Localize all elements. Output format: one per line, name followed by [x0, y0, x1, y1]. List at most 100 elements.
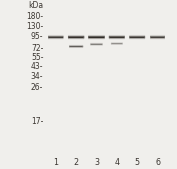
FancyBboxPatch shape	[88, 37, 105, 38]
FancyBboxPatch shape	[109, 35, 125, 36]
FancyBboxPatch shape	[129, 38, 145, 39]
Bar	[91, 44, 102, 45]
Text: 34-: 34-	[31, 72, 43, 81]
FancyBboxPatch shape	[129, 36, 145, 37]
FancyBboxPatch shape	[129, 35, 145, 36]
FancyBboxPatch shape	[109, 38, 125, 39]
FancyBboxPatch shape	[111, 44, 123, 45]
FancyBboxPatch shape	[150, 38, 165, 39]
Text: 2: 2	[74, 158, 79, 167]
FancyBboxPatch shape	[150, 36, 165, 37]
Text: 43-: 43-	[31, 62, 43, 71]
FancyBboxPatch shape	[69, 45, 83, 46]
FancyBboxPatch shape	[150, 37, 165, 38]
Text: 26-: 26-	[31, 82, 43, 92]
Bar	[110, 37, 124, 38]
FancyBboxPatch shape	[150, 37, 165, 38]
Bar	[151, 37, 164, 38]
FancyBboxPatch shape	[109, 36, 125, 37]
FancyBboxPatch shape	[48, 38, 64, 39]
Text: 180-: 180-	[26, 11, 43, 21]
FancyBboxPatch shape	[129, 37, 145, 38]
FancyBboxPatch shape	[69, 47, 83, 48]
FancyBboxPatch shape	[48, 38, 64, 39]
Text: 3: 3	[94, 158, 99, 167]
FancyBboxPatch shape	[48, 38, 64, 39]
FancyBboxPatch shape	[88, 37, 105, 38]
Text: 17-: 17-	[31, 117, 43, 126]
Text: 6: 6	[155, 158, 160, 167]
FancyBboxPatch shape	[129, 36, 145, 37]
FancyBboxPatch shape	[68, 37, 84, 38]
FancyBboxPatch shape	[109, 35, 125, 36]
FancyBboxPatch shape	[48, 36, 64, 37]
FancyBboxPatch shape	[68, 38, 84, 39]
FancyBboxPatch shape	[90, 44, 103, 45]
FancyBboxPatch shape	[69, 46, 83, 47]
FancyBboxPatch shape	[129, 38, 145, 39]
FancyBboxPatch shape	[88, 36, 105, 37]
FancyBboxPatch shape	[150, 38, 165, 39]
FancyBboxPatch shape	[48, 37, 64, 38]
FancyBboxPatch shape	[150, 36, 165, 37]
FancyBboxPatch shape	[129, 36, 145, 37]
Text: 130-: 130-	[26, 22, 43, 31]
Bar	[112, 43, 122, 44]
FancyBboxPatch shape	[68, 36, 84, 37]
FancyBboxPatch shape	[150, 35, 165, 36]
FancyBboxPatch shape	[150, 36, 165, 37]
FancyBboxPatch shape	[129, 37, 145, 38]
FancyBboxPatch shape	[48, 35, 64, 36]
FancyBboxPatch shape	[111, 43, 123, 44]
FancyBboxPatch shape	[68, 36, 84, 37]
Text: 95-: 95-	[31, 32, 43, 41]
FancyBboxPatch shape	[109, 37, 125, 38]
Bar	[130, 37, 144, 38]
Text: 72-: 72-	[31, 44, 43, 53]
FancyBboxPatch shape	[129, 35, 145, 36]
FancyBboxPatch shape	[88, 37, 105, 38]
FancyBboxPatch shape	[69, 45, 83, 46]
FancyBboxPatch shape	[109, 36, 125, 37]
FancyBboxPatch shape	[48, 36, 64, 37]
FancyBboxPatch shape	[109, 36, 125, 37]
FancyBboxPatch shape	[90, 43, 103, 44]
FancyBboxPatch shape	[69, 46, 83, 47]
FancyBboxPatch shape	[88, 36, 105, 37]
FancyBboxPatch shape	[111, 43, 123, 44]
FancyBboxPatch shape	[68, 36, 84, 37]
FancyBboxPatch shape	[109, 38, 125, 39]
FancyBboxPatch shape	[69, 46, 83, 47]
FancyBboxPatch shape	[150, 36, 165, 37]
Text: 4: 4	[114, 158, 119, 167]
Text: 55-: 55-	[31, 53, 43, 62]
FancyBboxPatch shape	[129, 37, 145, 38]
FancyBboxPatch shape	[68, 38, 84, 39]
FancyBboxPatch shape	[68, 37, 84, 38]
FancyBboxPatch shape	[48, 36, 64, 37]
FancyBboxPatch shape	[129, 36, 145, 37]
FancyBboxPatch shape	[109, 38, 125, 39]
FancyBboxPatch shape	[68, 37, 84, 38]
FancyBboxPatch shape	[69, 46, 83, 47]
FancyBboxPatch shape	[48, 37, 64, 38]
FancyBboxPatch shape	[88, 38, 105, 39]
FancyBboxPatch shape	[109, 37, 125, 38]
FancyBboxPatch shape	[90, 44, 103, 45]
FancyBboxPatch shape	[88, 36, 105, 37]
Bar	[49, 37, 62, 38]
FancyBboxPatch shape	[88, 38, 105, 39]
FancyBboxPatch shape	[88, 36, 105, 37]
FancyBboxPatch shape	[90, 43, 103, 44]
Text: kDa: kDa	[28, 1, 43, 10]
FancyBboxPatch shape	[88, 35, 105, 36]
FancyBboxPatch shape	[88, 38, 105, 39]
FancyBboxPatch shape	[68, 35, 84, 36]
FancyBboxPatch shape	[150, 37, 165, 38]
FancyBboxPatch shape	[109, 36, 125, 37]
FancyBboxPatch shape	[111, 43, 123, 44]
FancyBboxPatch shape	[90, 44, 103, 45]
FancyBboxPatch shape	[68, 35, 84, 36]
FancyBboxPatch shape	[109, 37, 125, 38]
Bar	[89, 37, 104, 38]
